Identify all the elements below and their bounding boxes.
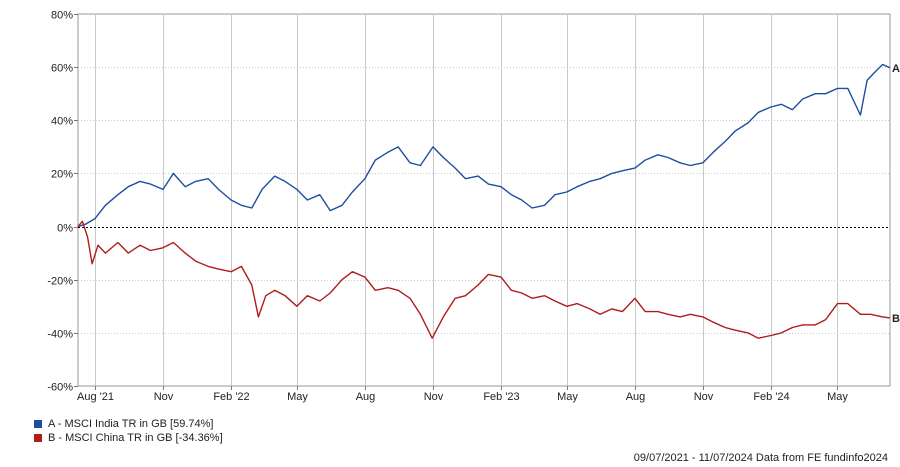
legend-item-b: B - MSCI China TR in GB [-34.36%]	[34, 431, 223, 445]
y-tick-label: -60%	[47, 382, 73, 394]
legend: A - MSCI India TR in GB [59.74%] B - MSC…	[34, 417, 223, 445]
x-tick-label: Feb '23	[483, 391, 519, 403]
y-tick-label: 60%	[51, 63, 73, 75]
plot-frame	[77, 13, 891, 387]
y-tick-label: -20%	[47, 276, 73, 288]
series-end-label-a: A	[892, 63, 900, 75]
y-tick-label: 0%	[57, 223, 73, 235]
x-tick-label: Feb '22	[213, 391, 249, 403]
series-end-label-b: B	[892, 313, 900, 325]
legend-label-a: A - MSCI India TR in GB [59.74%]	[48, 418, 214, 430]
footer-source: 09/07/2021 - 11/07/2024 Data from FE fun…	[633, 452, 888, 464]
series-end-labels: AB	[892, 63, 900, 325]
x-tick-label: Feb '24	[753, 391, 789, 403]
series-line-a	[77, 63, 891, 228]
x-tick-label: Aug	[626, 391, 646, 403]
legend-label-b: B - MSCI China TR in GB [-34.36%]	[48, 432, 223, 444]
x-tick-label: Nov	[424, 391, 444, 403]
series-lines	[77, 63, 891, 339]
y-tick-label: 80%	[51, 10, 73, 22]
series-line-b	[77, 220, 891, 339]
x-tick-label: Nov	[154, 391, 174, 403]
x-tick-label: May	[287, 391, 308, 403]
x-axis: Aug '21 Nov Feb '22 May Aug Nov Feb '23 May Aug N…	[77, 386, 848, 403]
x-tick-label: May	[557, 391, 578, 403]
y-tick-label: 20%	[51, 169, 73, 181]
x-tick-label: May	[827, 391, 848, 403]
legend-swatch-b	[34, 434, 42, 442]
x-tick-label: Nov	[694, 391, 714, 403]
grid	[77, 13, 891, 387]
y-tick-label: -40%	[47, 329, 73, 341]
legend-swatch-a	[34, 420, 42, 428]
x-tick-label: Aug	[356, 391, 376, 403]
x-tick-label: Aug '21	[77, 391, 114, 403]
y-tick-label: 40%	[51, 116, 73, 128]
y-axis: -60% -40% -20% 0% 20% 40% 60% 80%	[47, 10, 78, 394]
legend-item-a: A - MSCI India TR in GB [59.74%]	[34, 417, 223, 431]
